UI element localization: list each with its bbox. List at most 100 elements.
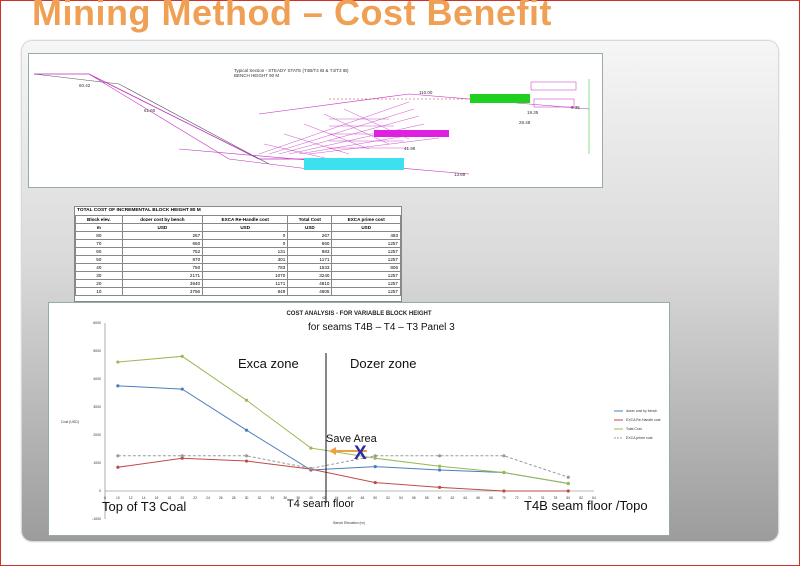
table-cell: 2171 xyxy=(121,271,204,280)
x-tick-label: 34 xyxy=(270,496,274,500)
data-point xyxy=(373,465,377,469)
table-cell: 267 xyxy=(121,231,204,240)
data-point xyxy=(180,387,184,391)
x-tick-label: 62 xyxy=(451,496,455,500)
data-point xyxy=(309,466,313,471)
x-tick-label: 40 xyxy=(309,496,313,500)
data-point xyxy=(502,489,506,493)
table-cell: 267 xyxy=(287,231,333,240)
x-tick-label: 82 xyxy=(579,496,583,500)
table-header-cell: Block elev. xyxy=(75,215,123,224)
x-tick-label: 72 xyxy=(515,496,519,500)
table-cell: 1171 xyxy=(287,255,333,264)
section-slope-line xyxy=(34,73,319,160)
green-block xyxy=(470,94,530,103)
table-cell: 849 xyxy=(202,287,289,296)
table-cell: 1257 xyxy=(331,247,401,256)
table-cell: 4605 xyxy=(287,287,333,296)
table-cell: 30 xyxy=(75,271,123,280)
section-label-3: 28.48 xyxy=(519,120,531,125)
section-slope-line-2 xyxy=(33,73,270,165)
data-point xyxy=(244,454,249,458)
x-tick-label: 10 xyxy=(116,496,120,500)
section-label-7: 60.42 xyxy=(79,83,91,88)
x-tick-label: 42 xyxy=(322,496,326,500)
save-area-marker: X xyxy=(354,443,367,464)
legend-label: dozer cost by bench xyxy=(626,409,657,413)
section-title-1: Typical Section - STEADY STATE (T4B/T4 I… xyxy=(234,68,349,73)
table-cell: 493 xyxy=(331,231,401,240)
table-header-row: Block elev. dozer cost by bench EXCA Re-… xyxy=(75,215,401,224)
x-tick-label: 12 xyxy=(129,496,133,500)
table-cell: 50 xyxy=(75,255,123,264)
x-tick-label: 80 xyxy=(566,496,570,500)
table-header-cell: EXCA Re-Handle cost xyxy=(202,215,289,224)
data-point xyxy=(566,475,570,479)
y-tick-label: 0 xyxy=(99,489,101,493)
x-tick-label: 84 xyxy=(592,496,596,500)
table-cell: 3640 xyxy=(121,279,204,288)
table-unit-cell: USD xyxy=(287,223,333,232)
series-line xyxy=(117,455,569,478)
data-point xyxy=(373,456,377,460)
data-point xyxy=(566,489,570,493)
table-cell: 3756 xyxy=(121,287,204,296)
section-label-4: 41.99 xyxy=(404,146,416,151)
x-tick-label: 22 xyxy=(193,496,197,500)
table-row: 70 660 0 660 1257 xyxy=(75,239,401,248)
chart-title: COST ANALYSIS - FOR VARIABLE BLOCK HEIGH… xyxy=(286,311,431,317)
data-point xyxy=(502,470,506,475)
table-row: 30 2171 1070 3240 1257 xyxy=(75,271,401,280)
x-tick-label: 76 xyxy=(541,496,545,500)
section-label-8: 61.60 xyxy=(144,108,156,113)
cost-chart: COST ANALYSIS - FOR VARIABLE BLOCK HEIGH… xyxy=(48,302,670,536)
y-tick-label: 4000 xyxy=(93,377,101,381)
section-label-6: 9.35 xyxy=(571,105,580,110)
table-row: 80 267 0 267 493 xyxy=(75,231,401,240)
y-tick-label: 1000 xyxy=(93,461,101,465)
cost-table: TOTAL COST OF INCREMENTAL BLOCK HEIGHT 8… xyxy=(74,206,402,302)
exca-zone-label: Exca zone xyxy=(238,356,299,371)
table-cell: 660 xyxy=(121,239,204,248)
series-line xyxy=(117,355,569,485)
table-cell: 806 xyxy=(331,263,401,272)
legend-label: EXCA prime cost xyxy=(626,436,652,440)
table-cell: 883 xyxy=(287,247,333,256)
section-top-line xyxy=(258,93,590,115)
x-tick-label: 8 xyxy=(104,496,106,500)
x-tick-label: 54 xyxy=(399,496,403,500)
table-row: 10 3756 849 4605 1257 xyxy=(75,287,401,296)
table-cell: 80 xyxy=(75,231,123,240)
x-tick-label: 60 xyxy=(438,496,442,500)
table-cell: 10 xyxy=(75,287,123,296)
data-point xyxy=(180,354,184,358)
data-point xyxy=(116,454,120,458)
section-label-2: 19.35 xyxy=(527,110,539,115)
data-point xyxy=(373,480,377,485)
data-point xyxy=(566,481,570,486)
slide-title: Mining Method – Cost Benefit xyxy=(32,0,552,33)
section-title-2: BENCH HEIGHT 90 M xyxy=(234,73,279,78)
x-tick-label: 58 xyxy=(425,496,429,500)
seams-subtitle: for seams T4B – T4 – T3 Panel 3 xyxy=(308,322,455,333)
x-tick-label: 18 xyxy=(168,496,172,500)
chart-ylabel: Cost (USD) xyxy=(61,420,79,424)
data-point xyxy=(244,459,249,463)
magenta-block xyxy=(374,130,449,137)
table-cell: 1257 xyxy=(331,255,401,264)
x-tick-label: 16 xyxy=(155,496,159,500)
data-point xyxy=(437,468,442,472)
section-label-1: 110.00 xyxy=(419,90,433,95)
chart-xlabel: Bench Elevation (m) xyxy=(333,521,365,525)
cyan-block xyxy=(304,158,404,170)
dozer-zone-label: Dozer zone xyxy=(350,356,417,371)
x-tick-label: 26 xyxy=(219,496,223,500)
section-label-5: 13.69 xyxy=(454,172,466,177)
table-cell: 1257 xyxy=(331,239,401,248)
x-tick-label: 66 xyxy=(476,496,480,500)
table-cell: 301 xyxy=(202,255,289,264)
x-tick-label: 38 xyxy=(296,496,300,500)
x-tick-label: 24 xyxy=(206,496,210,500)
table-row: 50 870 301 1171 1257 xyxy=(75,255,401,264)
table-cell: 1533 xyxy=(287,263,333,272)
